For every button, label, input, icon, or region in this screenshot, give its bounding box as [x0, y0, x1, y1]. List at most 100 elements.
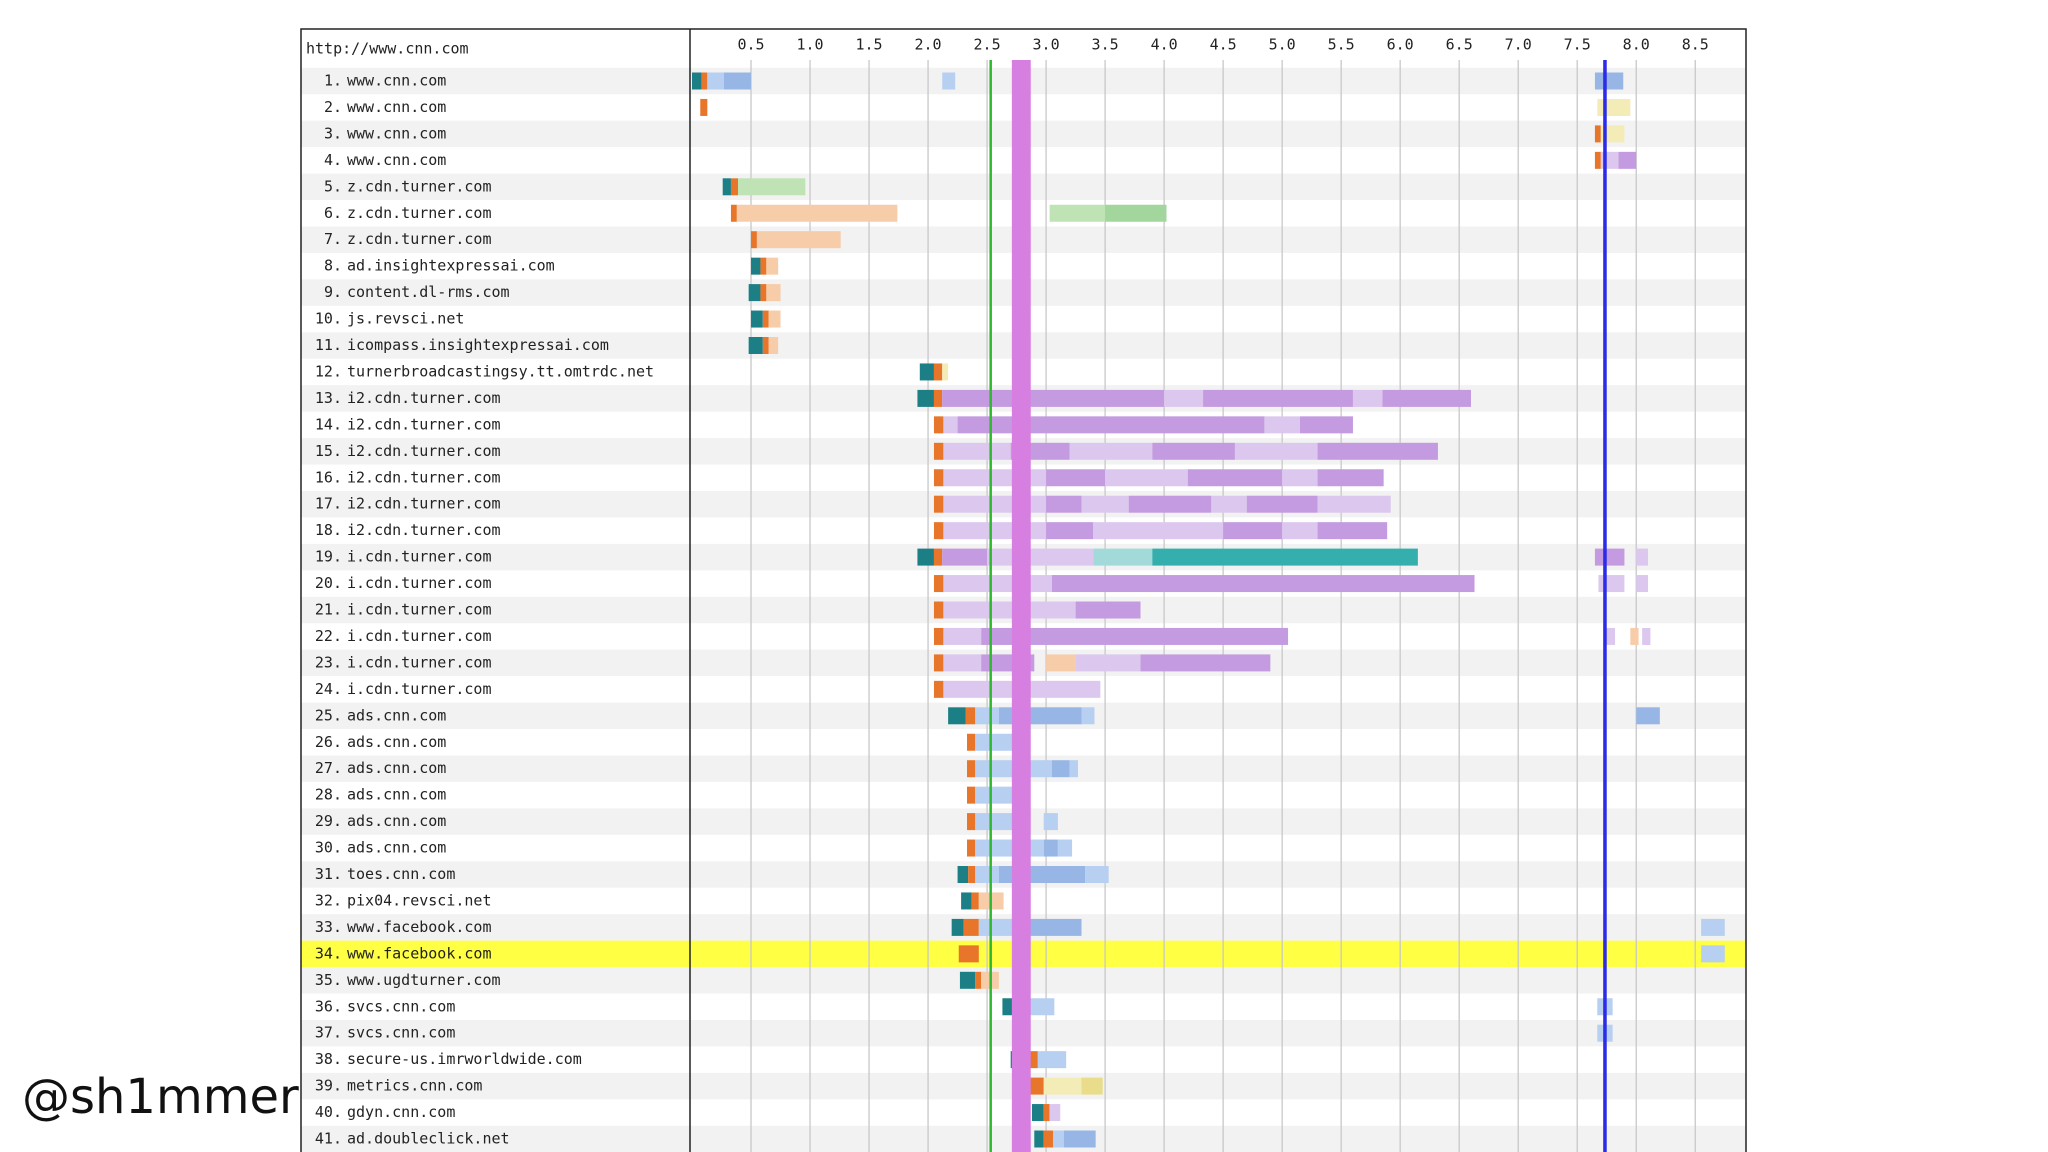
x-tick-label: 3.5 — [1092, 36, 1119, 54]
timing-marker — [989, 60, 992, 1152]
timing-segment — [1034, 1130, 1044, 1148]
row-number: 28. — [315, 786, 342, 804]
timing-segment — [1046, 522, 1094, 540]
timing-segment — [1051, 760, 1070, 778]
x-tick-label: 3.0 — [1033, 36, 1060, 54]
timing-segment — [981, 627, 1289, 645]
timing-segment — [1046, 469, 1106, 487]
timing-segment — [943, 416, 958, 434]
row-number: 9. — [324, 283, 342, 301]
timing-segment — [1382, 389, 1471, 407]
row-host: ads.cnn.com — [347, 839, 446, 857]
row-number: 14. — [315, 415, 342, 433]
timing-segment — [1636, 707, 1660, 725]
timing-segment — [1081, 495, 1129, 513]
row-number: 27. — [315, 759, 342, 777]
timing-segment — [1630, 627, 1639, 645]
x-tick-label: 1.0 — [796, 36, 823, 54]
timing-segment — [967, 786, 976, 804]
timing-segment — [1317, 469, 1384, 487]
row-host: i.cdn.turner.com — [347, 653, 492, 671]
row-host: www.facebook.com — [347, 918, 492, 936]
timing-segment — [933, 575, 944, 593]
timing-segment — [1152, 442, 1235, 460]
row-host: i.cdn.turner.com — [347, 548, 492, 566]
timing-segment — [1234, 442, 1318, 460]
row-number: 18. — [315, 521, 342, 539]
timing-segment — [967, 839, 976, 857]
timing-segment — [1203, 389, 1353, 407]
timing-segment — [957, 416, 1265, 434]
row-number: 13. — [315, 389, 342, 407]
row-number: 23. — [315, 653, 342, 671]
row-host: i.cdn.turner.com — [347, 601, 492, 619]
timing-segment — [943, 654, 982, 672]
row-number: 26. — [315, 733, 342, 751]
timing-segment — [1031, 1104, 1044, 1122]
timing-segment — [1317, 442, 1438, 460]
row-host: i2.cdn.turner.com — [347, 415, 501, 433]
timing-segment — [933, 548, 943, 566]
row-host: secure-us.imrworldwide.com — [347, 1050, 582, 1068]
timing-segment — [1049, 204, 1106, 222]
timing-segment — [1046, 495, 1082, 513]
row-number: 21. — [315, 601, 342, 619]
timing-segment — [1597, 98, 1631, 116]
timing-segment — [760, 284, 767, 302]
rows: 1. www.cnn.com 2. www.cnn.com 3. www.cnn.com 4… — [301, 36, 1746, 1152]
timing-segment — [967, 760, 976, 778]
row-number: 15. — [315, 442, 342, 460]
x-tick-label: 4.0 — [1151, 36, 1178, 54]
timing-segment — [1187, 469, 1283, 487]
chart-frame — [300, 28, 1747, 1152]
row-number: 17. — [315, 495, 342, 513]
timing-segment — [1085, 866, 1109, 883]
row-host: ad.insightexpressai.com — [347, 257, 555, 275]
timing-segment — [1128, 495, 1212, 513]
timing-segment — [1093, 522, 1224, 540]
timing-segment — [975, 786, 1021, 804]
timing-segment — [766, 257, 779, 275]
timing-segment — [957, 866, 969, 883]
row-number: 4. — [324, 151, 342, 169]
timing-segment — [692, 72, 702, 90]
timing-segment — [948, 707, 966, 725]
timing-segment — [748, 337, 763, 354]
timing-segment — [1081, 1077, 1103, 1095]
timing-segment — [1105, 469, 1188, 487]
timing-segment — [1075, 654, 1141, 672]
row-number: 24. — [315, 680, 342, 698]
timing-marker — [1011, 60, 1031, 1152]
row-host: metrics.cnn.com — [347, 1077, 482, 1095]
timing-segment — [736, 204, 898, 222]
timing-segment — [1043, 1104, 1050, 1122]
timing-segment — [958, 945, 979, 963]
x-tick-label: 0.5 — [737, 36, 764, 54]
row-host: js.revsci.net — [347, 310, 464, 328]
timing-segment — [943, 575, 1052, 593]
x-tick-label: 5.5 — [1328, 36, 1355, 54]
timing-segment — [1636, 575, 1649, 593]
timing-segment — [975, 971, 982, 989]
timing-segment — [1164, 389, 1204, 407]
timing-segment — [917, 389, 934, 407]
timing-segment — [1043, 813, 1058, 831]
timing-segment — [1152, 548, 1418, 566]
row-number: 35. — [315, 971, 342, 989]
timing-segment — [1299, 416, 1353, 434]
row-host: www.cnn.com — [347, 72, 446, 90]
timing-segment — [1282, 469, 1318, 487]
timing-segment — [971, 892, 979, 910]
x-tick-label: 6.5 — [1446, 36, 1473, 54]
row-host: pix04.revsci.net — [347, 891, 492, 909]
timing-segment — [1317, 522, 1388, 540]
row-number: 29. — [315, 812, 342, 830]
timing-segment — [1636, 548, 1649, 566]
row-number: 39. — [315, 1077, 342, 1095]
timing-segment — [942, 389, 1165, 407]
timing-segment — [942, 363, 949, 381]
timing-segment — [968, 866, 976, 883]
row-host: turnerbroadcastingsy.tt.omtrdc.net — [347, 362, 654, 380]
timing-segment — [738, 178, 806, 196]
timing-segment — [933, 495, 944, 513]
